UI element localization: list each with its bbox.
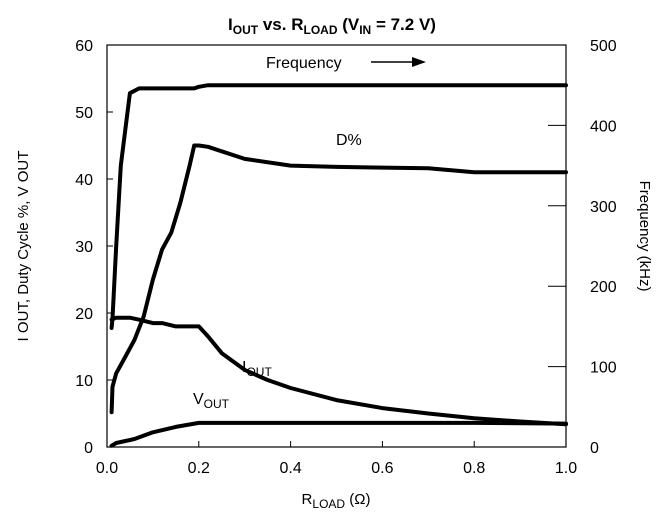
y-tick-label: 50	[75, 105, 93, 122]
frequency-arrow	[371, 57, 426, 67]
y2-tick-label: 200	[590, 279, 617, 296]
y-tick-label: 0	[84, 440, 93, 457]
iout-line	[109, 315, 568, 427]
vout-line	[109, 420, 568, 448]
duty-cycle-line	[109, 143, 568, 415]
x-tick-label: 0.2	[188, 460, 210, 477]
plot-frame	[106, 44, 567, 448]
y-axis-left: 0 10 20 30 40 50 60	[75, 38, 113, 457]
y-tick-label: 30	[75, 239, 93, 256]
y2-tick-label: 300	[590, 199, 617, 216]
x-tick-label: 0.6	[371, 460, 393, 477]
x-tick-label: 1.0	[555, 460, 577, 477]
y-tick-label: 60	[75, 38, 93, 55]
iout-annotation: IOUT	[242, 359, 272, 379]
x-axis-label: RLOAD (Ω)	[302, 491, 371, 511]
x-axis: 0.0 0.2 0.4 0.6 0.8 1.0	[96, 441, 577, 477]
chart-title: IOUT vs. RLOAD (VIN = 7.2 V)	[228, 15, 436, 37]
y-tick-label: 40	[75, 172, 93, 189]
frequency-annotation: Frequency	[266, 55, 342, 72]
series-layer	[109, 83, 568, 448]
frequency-line	[109, 83, 568, 330]
y-axis-label: I OUT, Duty Cycle %, V OUT	[15, 151, 32, 342]
x-tick-label: 0.0	[96, 460, 118, 477]
y2-tick-label: 0	[590, 440, 599, 457]
vout-annotation: VOUT	[193, 391, 230, 411]
y-tick-label: 20	[75, 306, 93, 323]
x-tick-label: 0.4	[279, 460, 301, 477]
y2-tick-label: 500	[590, 38, 617, 55]
y-tick-label: 10	[75, 373, 93, 390]
y2-tick-label: 400	[590, 118, 617, 135]
y2-tick-label: 100	[590, 360, 617, 377]
y2-axis-label: Frequency (kHz)	[636, 181, 653, 292]
y-axis-right: 0 100 200 300 400 500	[548, 38, 617, 457]
duty-cycle-annotation: D%	[336, 132, 362, 149]
x-tick-label: 0.8	[463, 460, 485, 477]
